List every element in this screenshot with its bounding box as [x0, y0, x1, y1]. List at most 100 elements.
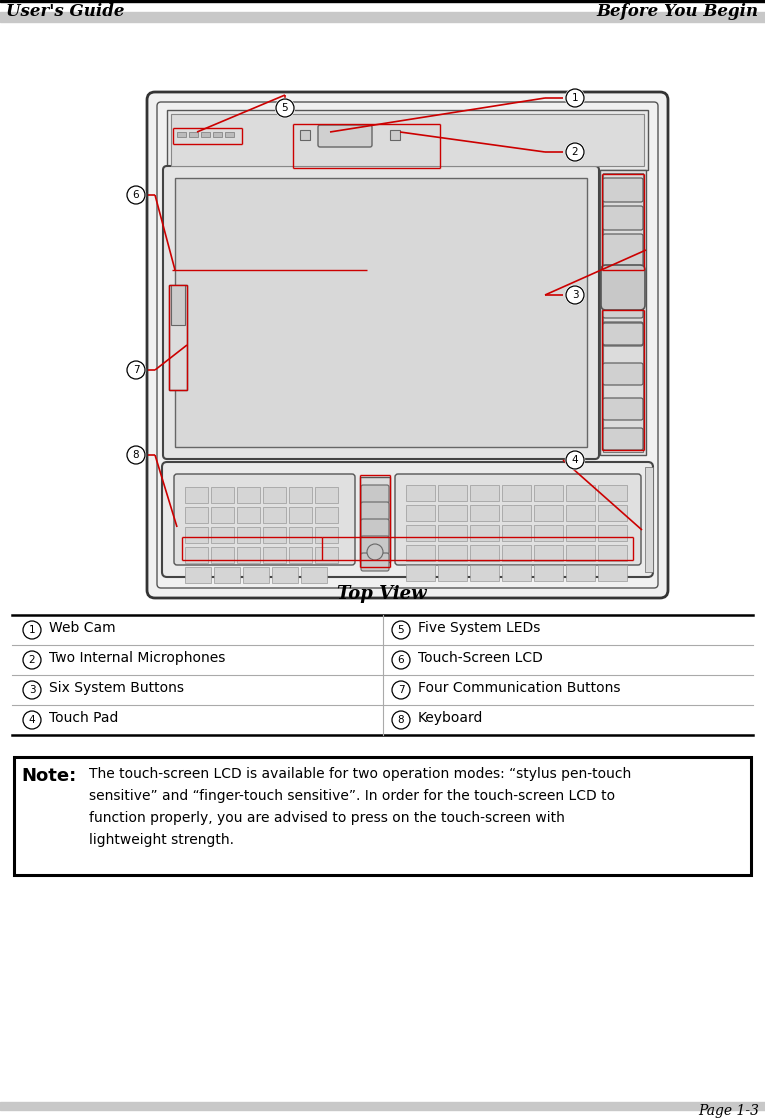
- Text: Six System Buttons: Six System Buttons: [49, 681, 184, 695]
- Text: Top View: Top View: [337, 585, 427, 603]
- Bar: [502, 525, 531, 541]
- Bar: [360, 477, 390, 562]
- Bar: [289, 487, 312, 503]
- Text: sensitive” and “finger-touch sensitive”. In order for the touch-screen LCD to: sensitive” and “finger-touch sensitive”.…: [89, 789, 615, 803]
- Text: 4: 4: [571, 455, 578, 465]
- Text: Page 1-3: Page 1-3: [698, 1103, 759, 1118]
- FancyBboxPatch shape: [361, 536, 389, 555]
- Text: 5: 5: [282, 103, 288, 113]
- Text: 7: 7: [398, 685, 405, 695]
- Text: 3: 3: [571, 290, 578, 300]
- Bar: [315, 527, 338, 543]
- Circle shape: [22, 681, 41, 700]
- FancyBboxPatch shape: [603, 266, 643, 290]
- Bar: [470, 505, 499, 521]
- Bar: [211, 527, 234, 543]
- FancyBboxPatch shape: [395, 474, 641, 565]
- Text: Two Internal Microphones: Two Internal Microphones: [49, 651, 226, 665]
- Text: 8: 8: [132, 451, 139, 459]
- Bar: [502, 505, 531, 521]
- Bar: [566, 505, 595, 521]
- Bar: [406, 565, 435, 581]
- Bar: [406, 544, 435, 561]
- Bar: [237, 487, 260, 503]
- Bar: [185, 567, 211, 582]
- Bar: [534, 525, 563, 541]
- Text: 1: 1: [571, 93, 578, 103]
- Bar: [14, 757, 751, 875]
- Bar: [470, 544, 499, 561]
- Circle shape: [275, 98, 295, 117]
- Circle shape: [22, 620, 41, 639]
- Bar: [566, 565, 595, 581]
- Bar: [534, 544, 563, 561]
- Text: 7: 7: [132, 364, 139, 375]
- Circle shape: [126, 360, 145, 379]
- Text: Note:: Note:: [21, 767, 76, 785]
- Bar: [315, 547, 338, 563]
- Text: Before You Begin: Before You Begin: [597, 3, 759, 20]
- Bar: [185, 547, 208, 563]
- Text: 4: 4: [28, 716, 35, 724]
- Bar: [189, 132, 198, 138]
- Bar: [185, 487, 208, 503]
- Bar: [534, 485, 563, 501]
- FancyBboxPatch shape: [603, 206, 643, 230]
- Bar: [167, 110, 648, 170]
- FancyBboxPatch shape: [163, 165, 599, 459]
- Text: 2: 2: [571, 146, 578, 157]
- Bar: [438, 565, 467, 581]
- Bar: [214, 567, 240, 582]
- FancyBboxPatch shape: [603, 294, 643, 318]
- Circle shape: [22, 651, 41, 670]
- Text: function properly, you are advised to press on the touch-screen with: function properly, you are advised to pr…: [89, 811, 565, 825]
- Bar: [566, 525, 595, 541]
- Bar: [566, 485, 595, 501]
- Bar: [0, 0, 765, 2]
- Bar: [300, 130, 310, 140]
- Bar: [390, 130, 400, 140]
- Bar: [175, 178, 587, 447]
- Bar: [598, 485, 627, 501]
- Text: 3: 3: [28, 685, 35, 695]
- Bar: [566, 544, 595, 561]
- FancyBboxPatch shape: [318, 125, 372, 146]
- Circle shape: [565, 88, 584, 107]
- Bar: [438, 525, 467, 541]
- Circle shape: [126, 186, 145, 205]
- FancyBboxPatch shape: [603, 323, 643, 345]
- Circle shape: [392, 711, 411, 730]
- Bar: [598, 525, 627, 541]
- Text: The touch-screen LCD is available for two operation modes: “stylus pen-touch: The touch-screen LCD is available for tw…: [89, 767, 631, 781]
- Bar: [603, 173, 643, 452]
- Circle shape: [565, 285, 584, 304]
- Bar: [171, 114, 644, 165]
- Bar: [438, 485, 467, 501]
- Bar: [237, 506, 260, 523]
- FancyBboxPatch shape: [361, 502, 389, 520]
- Text: 6: 6: [132, 190, 139, 200]
- FancyBboxPatch shape: [601, 265, 645, 310]
- Bar: [171, 285, 185, 325]
- Bar: [263, 506, 286, 523]
- Text: lightweight strength.: lightweight strength.: [89, 833, 234, 847]
- Circle shape: [22, 711, 41, 730]
- Bar: [237, 547, 260, 563]
- Text: 6: 6: [398, 655, 405, 665]
- Bar: [0, 12, 765, 22]
- FancyBboxPatch shape: [603, 428, 643, 451]
- Bar: [598, 565, 627, 581]
- Bar: [301, 567, 327, 582]
- Bar: [225, 132, 234, 138]
- Text: Touch-Screen LCD: Touch-Screen LCD: [418, 651, 543, 665]
- Bar: [211, 506, 234, 523]
- Bar: [534, 565, 563, 581]
- Bar: [315, 487, 338, 503]
- Bar: [243, 567, 269, 582]
- Bar: [534, 505, 563, 521]
- Bar: [438, 505, 467, 521]
- Bar: [470, 485, 499, 501]
- Bar: [211, 487, 234, 503]
- FancyBboxPatch shape: [603, 322, 643, 345]
- Bar: [177, 132, 186, 138]
